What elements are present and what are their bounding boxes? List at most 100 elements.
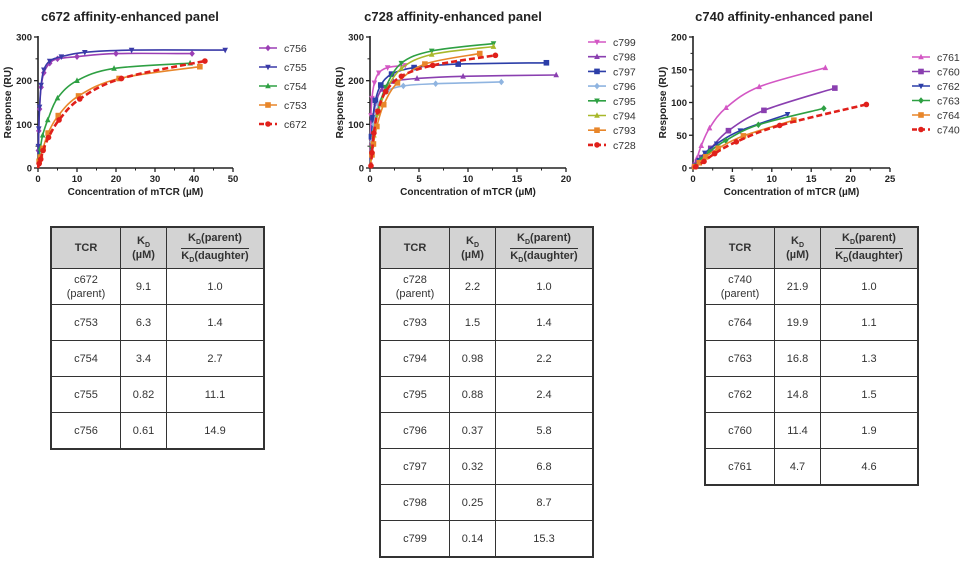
data-point-c672 xyxy=(56,117,62,123)
legend-marker-c797 xyxy=(594,68,600,75)
chart-c672: c672 affinity-enhanced panel 0 10 20 30 40 50 0… xyxy=(3,9,307,198)
cell-kd: 11.4 xyxy=(774,412,821,449)
data-point-c753 xyxy=(197,63,203,70)
cell-kd: 0.14 xyxy=(449,520,496,558)
table-row: c799 0.14 15.3 xyxy=(379,520,594,558)
table-row: c672 (parent) 9.1 1.0 xyxy=(50,268,265,305)
data-point-c761 xyxy=(698,142,705,149)
data-point-c762 xyxy=(737,128,744,134)
data-point-c797 xyxy=(455,61,461,67)
cell-kd-ratio: 1.5 xyxy=(820,376,919,413)
data-point-c740 xyxy=(776,122,783,129)
table-row: c755 0.82 11.1 xyxy=(50,376,265,413)
data-point-c799 xyxy=(371,80,378,87)
y-tick-label: 150 xyxy=(671,65,687,76)
data-point-c797 xyxy=(388,71,395,77)
series-c728 xyxy=(368,52,499,170)
legend-item-c796: c796 xyxy=(588,81,636,93)
y-tick-label: 100 xyxy=(671,98,687,109)
data-point-c794 xyxy=(398,65,405,71)
chart-panel-c740: c740 affinity-enhanced panel 0 5 10 15 20 25 0 5… xyxy=(640,0,975,205)
data-point-c763 xyxy=(821,105,827,112)
data-point-c798 xyxy=(553,71,559,78)
y-axis-label: Response (RU) xyxy=(3,67,14,139)
data-point-c755 xyxy=(46,58,53,65)
kd-unit: (µM) xyxy=(132,249,155,262)
cell-kd: 0.25 xyxy=(449,484,496,521)
legend-label: c740 xyxy=(937,125,960,137)
cell-kd: 1.5 xyxy=(449,304,496,341)
legend-label: c762 xyxy=(937,81,960,93)
chart-panel-c728: c728 affinity-enhanced panel 0 5 10 15 20 0 100… xyxy=(322,0,647,205)
kd-symbol: K xyxy=(136,234,145,247)
table-row: c764 19.9 1.1 xyxy=(704,304,919,341)
data-point-c794 xyxy=(490,43,497,49)
x-tick-label: 0 xyxy=(367,174,372,185)
data-point-c755 xyxy=(35,143,42,150)
legend-label: c795 xyxy=(613,96,636,108)
y-tick-label: 100 xyxy=(16,120,32,131)
table-row: c763 16.8 1.3 xyxy=(704,340,919,377)
chart-c740: c740 affinity-enhanced panel 0 5 10 15 20 25 0 5… xyxy=(658,9,960,198)
legend-item-c764: c764 xyxy=(912,110,960,122)
data-point-c754 xyxy=(44,116,51,123)
data-point-c764 xyxy=(696,159,703,166)
legend-label: c754 xyxy=(284,81,307,93)
data-point-c756 xyxy=(54,55,61,63)
legend-marker-c753 xyxy=(265,102,271,108)
cell-kd: 0.37 xyxy=(449,412,496,449)
series-line-c793 xyxy=(369,52,480,169)
cell-tcr: c795 xyxy=(379,376,450,413)
cell-tcr: c740 (parent) xyxy=(704,268,775,305)
cell-kd: 4.7 xyxy=(774,448,821,486)
series-c763 xyxy=(692,105,827,170)
cell-tcr: c798 xyxy=(379,484,450,521)
data-point-c799 xyxy=(376,70,382,77)
y-tick-label: 0 xyxy=(359,164,364,175)
data-point-c796 xyxy=(498,78,505,86)
legend-label: c793 xyxy=(613,125,636,137)
table-row: c760 11.4 1.9 xyxy=(704,412,919,449)
legend-label: c763 xyxy=(937,96,960,108)
data-point-c761 xyxy=(706,124,713,131)
data-point-c798 xyxy=(378,86,385,92)
series-c672 xyxy=(36,58,208,169)
data-point-c761 xyxy=(723,104,729,111)
data-point-c728 xyxy=(429,62,436,69)
legend-label: c798 xyxy=(613,52,636,64)
x-tick-label: 5 xyxy=(416,174,422,185)
table-row: c796 0.37 5.8 xyxy=(379,412,594,449)
data-point-c755 xyxy=(35,126,42,132)
data-point-c755 xyxy=(58,54,65,60)
data-point-c755 xyxy=(38,82,44,89)
data-point-c672 xyxy=(118,75,125,82)
data-point-c728 xyxy=(375,108,381,115)
cell-tcr: c753 xyxy=(50,304,121,341)
data-point-c756 xyxy=(189,50,195,57)
data-point-c755 xyxy=(128,47,135,54)
legend-marker-c740 xyxy=(918,126,924,133)
data-point-c798 xyxy=(414,75,420,81)
legend-item-c728: c728 xyxy=(588,140,636,152)
cell-tcr: c755 xyxy=(50,376,121,413)
x-tick-label: 20 xyxy=(111,174,122,185)
table-row: c740 (parent) 21.9 1.0 xyxy=(704,268,919,305)
cell-tcr: c793 xyxy=(379,304,450,341)
cell-kd-ratio: 1.3 xyxy=(820,340,919,377)
legend-marker-c761 xyxy=(918,53,924,60)
legend-marker-c672 xyxy=(265,121,271,127)
legend-label: c764 xyxy=(937,110,960,122)
header-tcr: TCR xyxy=(379,226,450,269)
data-point-c754 xyxy=(54,94,61,101)
cell-kd: 6.3 xyxy=(120,304,167,341)
cell-kd-ratio: 2.7 xyxy=(166,340,265,377)
data-point-c798 xyxy=(460,73,466,79)
data-point-c796 xyxy=(400,82,407,90)
x-tick-label: 15 xyxy=(806,174,817,185)
data-point-c763 xyxy=(755,121,762,129)
y-tick-label: 100 xyxy=(348,120,364,131)
data-point-c755 xyxy=(36,104,43,111)
cell-tcr: c762 xyxy=(704,376,775,413)
legend-marker-c799 xyxy=(594,39,600,46)
data-point-c794 xyxy=(428,51,435,57)
